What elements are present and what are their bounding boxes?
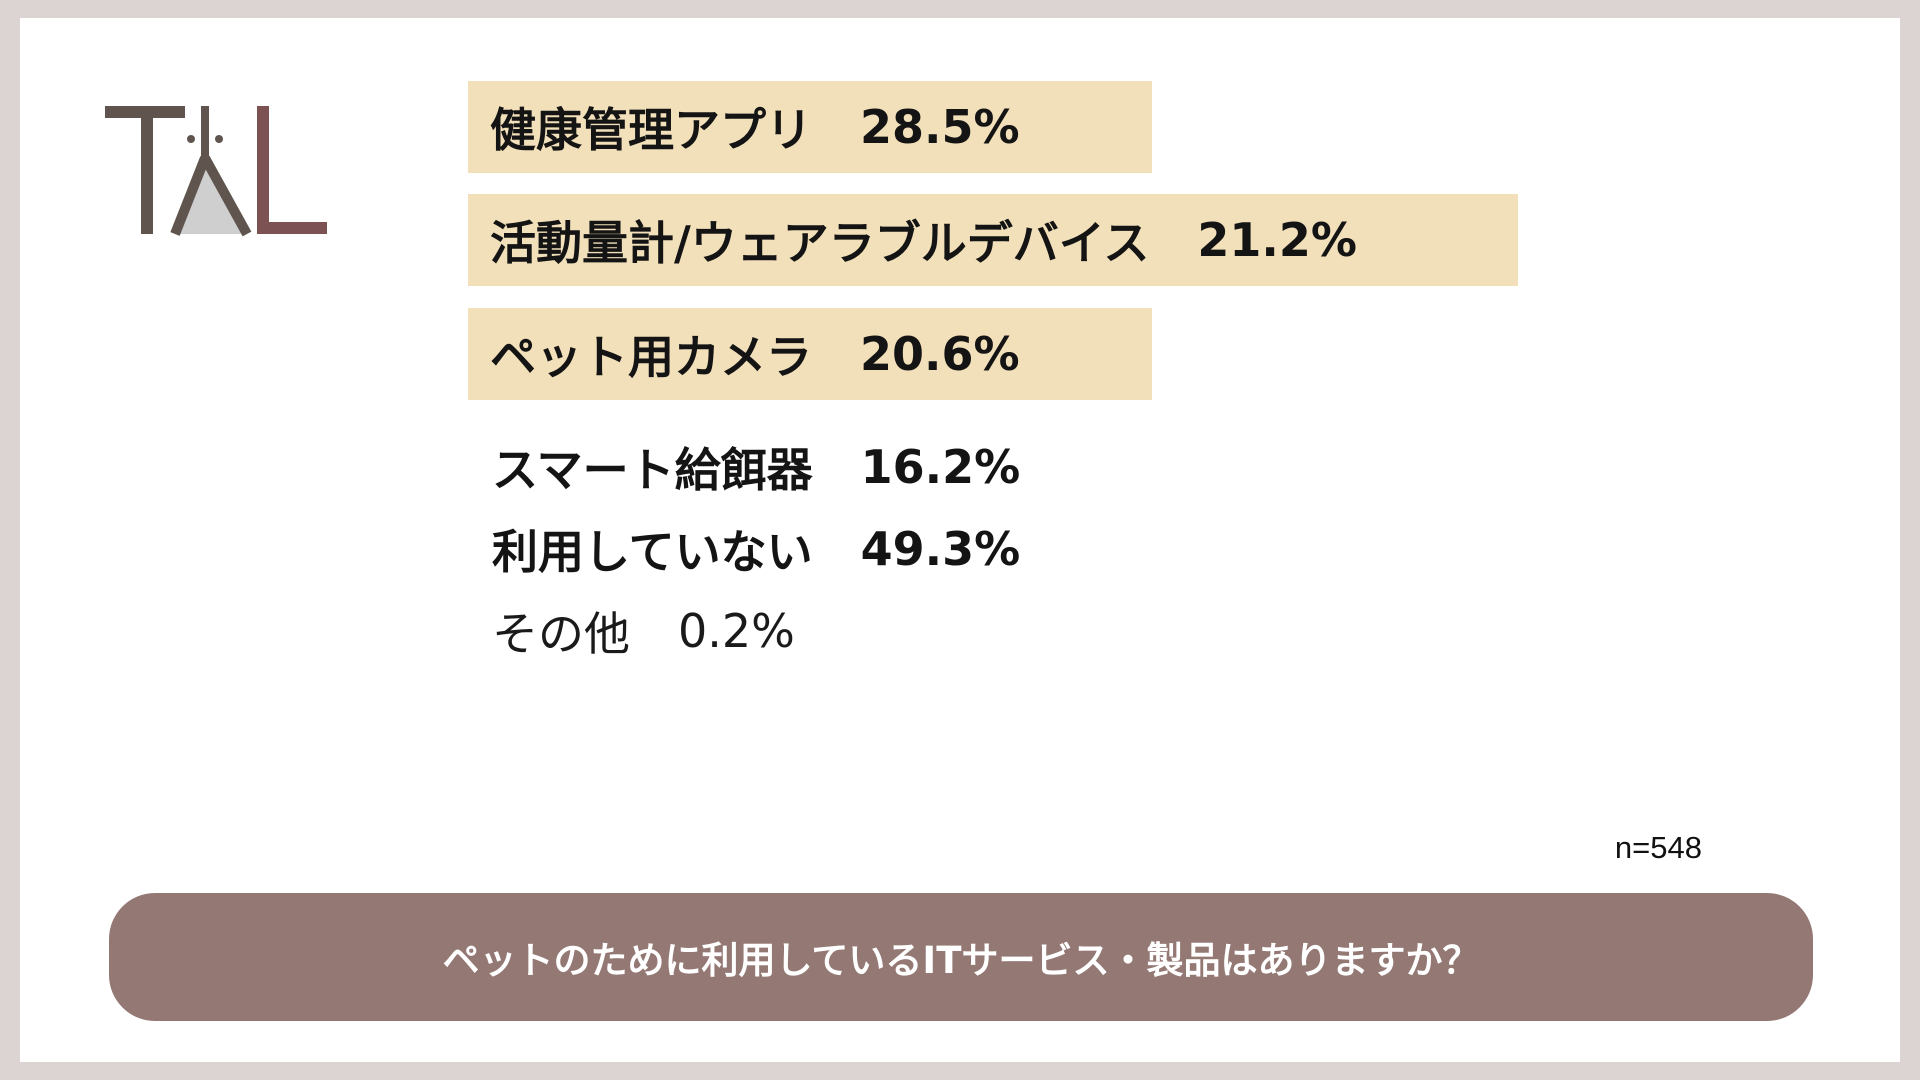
slide-canvas: 健康管理アプリ 28.5% 活動量計/ウェアラブルデバイス 21.2% ペット用カメラ 2… bbox=[20, 18, 1900, 1062]
category-label: 利用していない bbox=[492, 525, 813, 579]
logo-dot-left bbox=[187, 135, 195, 143]
logo-letter-l-base bbox=[257, 222, 327, 234]
tal-logo-icon bbox=[105, 106, 327, 237]
question-banner: ペットのために利用しているITサービス・製品はありますか？ bbox=[109, 893, 1813, 1021]
category-label: 健康管理アプリ bbox=[490, 103, 812, 157]
bar-row-4: スマート給餌器 16.2% bbox=[468, 421, 1020, 513]
value-label: 20.6% bbox=[860, 327, 1020, 381]
logo-letter-l-stem bbox=[257, 106, 269, 234]
value-label: 28.5% bbox=[860, 100, 1020, 154]
logo-letter-t-stem bbox=[141, 106, 153, 234]
category-label: スマート給餌器 bbox=[492, 443, 813, 497]
value-label: 0.2% bbox=[678, 604, 795, 658]
bar-row-6: その他 0.2% bbox=[468, 585, 795, 677]
logo-dot-right bbox=[215, 135, 223, 143]
value-label: 49.3% bbox=[860, 522, 1021, 576]
bar-row-1: 健康管理アプリ 28.5% bbox=[468, 81, 1152, 173]
category-label: その他 bbox=[492, 607, 630, 661]
logo-center-line bbox=[201, 106, 209, 158]
category-label: 活動量計/ウェアラブルデバイス bbox=[490, 216, 1150, 270]
bar-row-3: ペット用カメラ 20.6% bbox=[468, 308, 1152, 400]
chart-rows: 健康管理アプリ 28.5% 活動量計/ウェアラブルデバイス 21.2% ペット用カメラ 2… bbox=[20, 18, 1900, 1062]
value-label: 21.2% bbox=[1197, 213, 1358, 267]
bar-row-5: 利用していない 49.3% bbox=[468, 503, 1020, 595]
bar-row-2: 活動量計/ウェアラブルデバイス 21.2% bbox=[468, 194, 1518, 286]
logo-letter-a-right bbox=[200, 155, 252, 237]
question-text: ペットのために利用しているITサービス・製品はありますか？ bbox=[442, 939, 1480, 982]
logo-letter-a-fill bbox=[175, 158, 247, 234]
logo-letter-a-left bbox=[170, 156, 210, 236]
category-label: ペット用カメラ bbox=[490, 330, 812, 384]
value-label: 16.2% bbox=[860, 440, 1021, 494]
sample-size: n=548 bbox=[1614, 830, 1702, 865]
